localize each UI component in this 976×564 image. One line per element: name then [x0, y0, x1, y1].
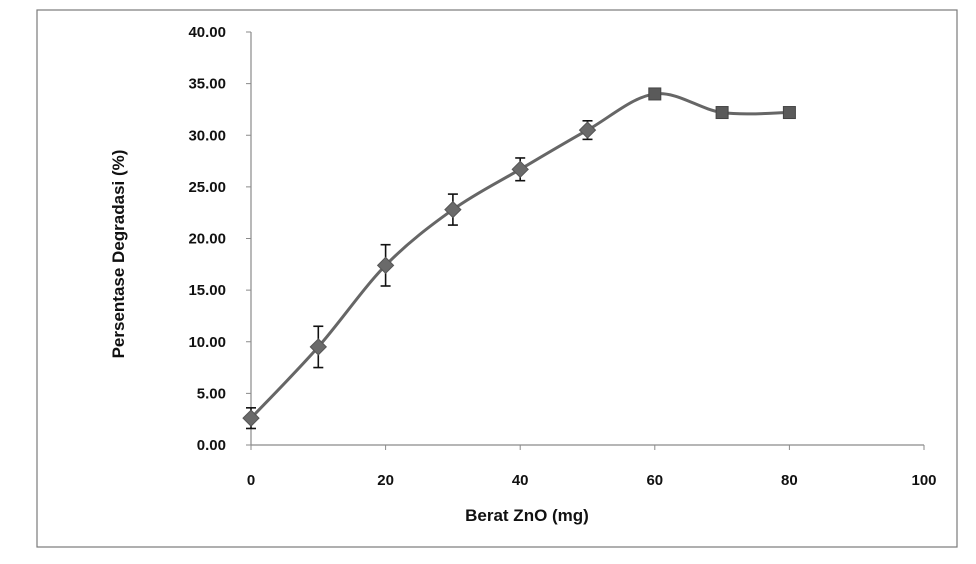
x-axis-title: Berat ZnO (mg) — [465, 506, 589, 525]
y-axis-title: Persentase Degradasi (%) — [109, 150, 128, 359]
data-point — [242, 409, 260, 427]
axes: 0.00 5.00 10.00 15.00 20.00 25.00 30.00 35.00 40… — [188, 24, 936, 489]
data-point — [648, 87, 662, 101]
data-point — [511, 160, 529, 179]
series-line — [249, 92, 790, 420]
y-tick-label: 5.00 — [197, 385, 226, 402]
y-tick-label: 15.00 — [188, 282, 226, 299]
data-point — [444, 200, 462, 219]
y-tick-label: 40.00 — [188, 24, 226, 41]
data-point — [782, 106, 796, 120]
data-point — [715, 106, 729, 120]
labels: Berat ZnO (mg) Persentase Degradasi (%) — [109, 150, 589, 525]
data-point — [376, 256, 395, 275]
y-tick-label: 10.00 — [188, 334, 226, 351]
x-tick-label: 0 — [247, 472, 255, 489]
markers — [242, 87, 796, 427]
x-tick-label: 60 — [646, 472, 663, 489]
data-point — [309, 338, 328, 356]
chart-border — [36, 9, 958, 548]
x-tick-label: 20 — [377, 472, 394, 489]
y-tick-label: 30.00 — [188, 127, 226, 144]
y-tick-label: 0.00 — [197, 437, 226, 454]
x-tick-label: 40 — [512, 472, 529, 489]
x-tick-label: 80 — [781, 472, 798, 489]
x-tick-label: 100 — [911, 472, 936, 489]
y-tick-label: 20.00 — [188, 231, 226, 248]
y-tick-label: 35.00 — [188, 76, 226, 93]
y-tick-label: 25.00 — [188, 179, 226, 196]
series-line-path — [249, 92, 790, 420]
data-point — [578, 121, 597, 139]
